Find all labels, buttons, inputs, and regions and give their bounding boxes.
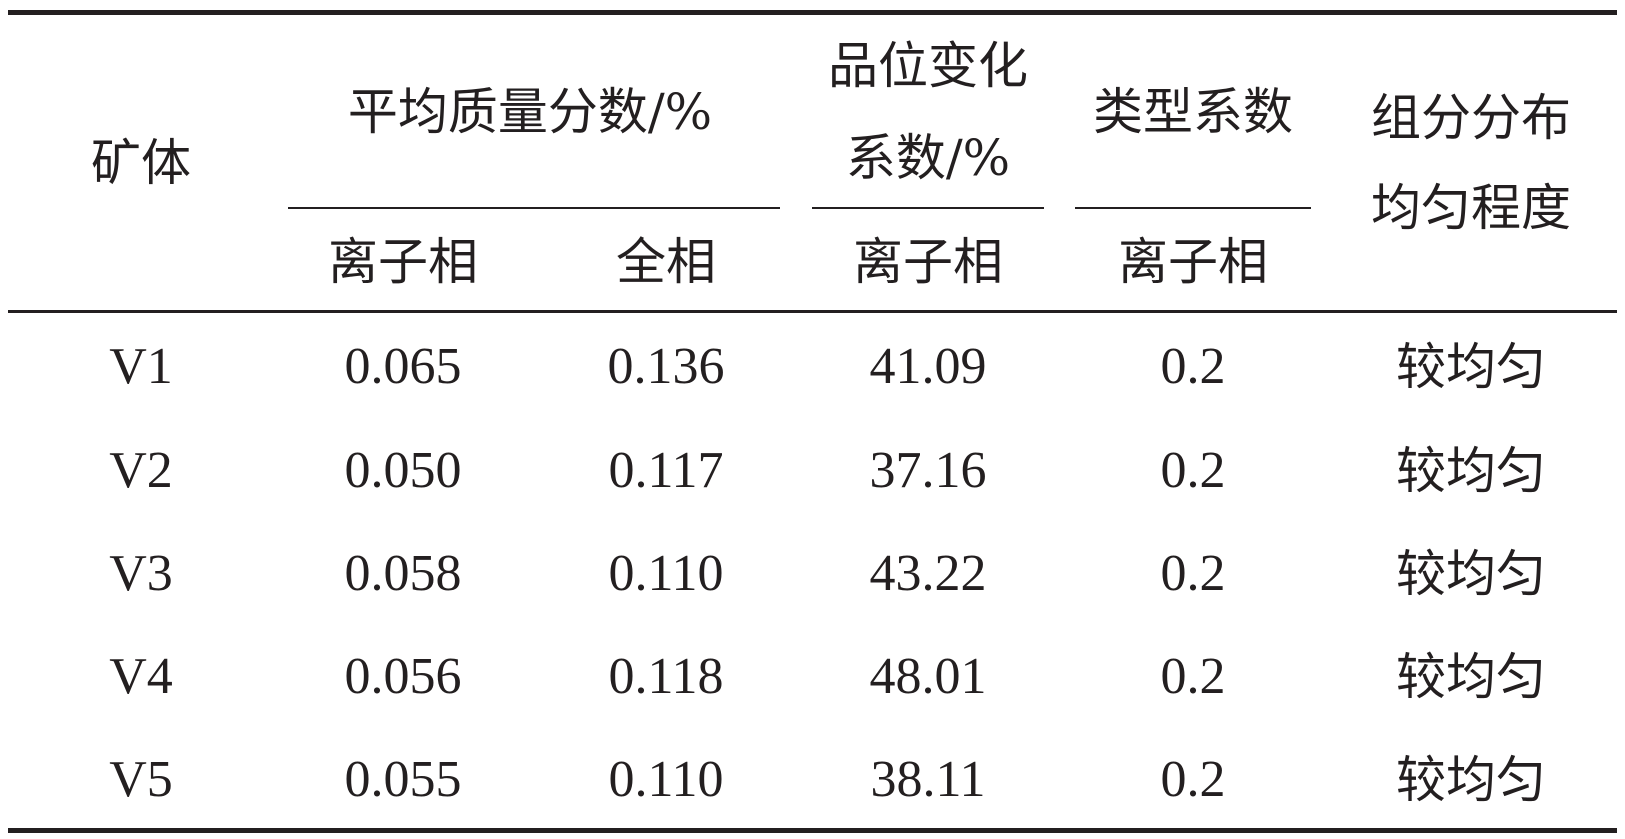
cell-uniformity: 较均匀 xyxy=(1396,751,1546,809)
cell-type-coef: 0.2 xyxy=(1160,338,1226,395)
cell-variation: 37.16 xyxy=(869,442,987,499)
cell-type-coef: 0.2 xyxy=(1160,648,1226,705)
cell-variation: 48.01 xyxy=(869,648,987,705)
cell-ore-body: V2 xyxy=(109,442,173,499)
cell-total: 0.110 xyxy=(608,751,724,808)
cell-type-coef: 0.2 xyxy=(1160,751,1226,808)
cell-ore-body: V4 xyxy=(109,648,173,705)
subheader-total: 全相 xyxy=(616,233,716,291)
cell-uniformity: 较均匀 xyxy=(1396,648,1546,706)
cell-ionic: 0.056 xyxy=(344,648,462,705)
cell-variation: 41.09 xyxy=(869,338,987,395)
cell-ionic: 0.055 xyxy=(344,751,462,808)
cell-total: 0.136 xyxy=(607,338,725,395)
cell-variation: 43.22 xyxy=(869,545,987,602)
cell-total: 0.118 xyxy=(608,648,724,705)
cell-ionic: 0.050 xyxy=(344,442,462,499)
cell-ore-body: V1 xyxy=(109,338,173,395)
header-sub-rule-mass xyxy=(288,207,780,209)
table-top-rule xyxy=(8,10,1617,15)
cell-ore-body: V3 xyxy=(109,545,173,602)
subheader-ionic: 离子相 xyxy=(328,233,478,291)
header-sub-rule-variation xyxy=(812,207,1044,209)
cell-total: 0.110 xyxy=(608,545,724,602)
cell-total: 0.117 xyxy=(608,442,724,499)
header-distribution-line2: 均匀程度 xyxy=(1371,179,1571,237)
cell-uniformity: 较均匀 xyxy=(1396,338,1546,396)
cell-uniformity: 较均匀 xyxy=(1396,545,1546,603)
header-avg-mass-fraction: 平均质量分数/% xyxy=(347,83,713,141)
cell-type-coef: 0.2 xyxy=(1160,442,1226,499)
cell-variation: 38.11 xyxy=(870,751,986,808)
header-distribution-line1: 组分分布 xyxy=(1371,89,1571,147)
subheader-type-ionic: 离子相 xyxy=(1118,233,1268,291)
cell-uniformity: 较均匀 xyxy=(1396,442,1546,500)
header-grade-variation-line1: 品位变化 xyxy=(828,37,1028,95)
cell-ore-body: V5 xyxy=(109,751,173,808)
cell-ionic: 0.058 xyxy=(344,545,462,602)
cell-ionic: 0.065 xyxy=(344,338,462,395)
header-ore-body: 矿体 xyxy=(91,134,191,192)
table-bottom-rule xyxy=(8,828,1617,833)
cell-type-coef: 0.2 xyxy=(1160,545,1226,602)
header-bottom-rule xyxy=(8,310,1617,313)
header-grade-variation-line2: 系数/% xyxy=(845,129,1011,187)
header-type-coefficient: 类型系数 xyxy=(1093,83,1293,141)
header-sub-rule-type xyxy=(1075,207,1311,209)
subheader-variation-ionic: 离子相 xyxy=(853,233,1003,291)
